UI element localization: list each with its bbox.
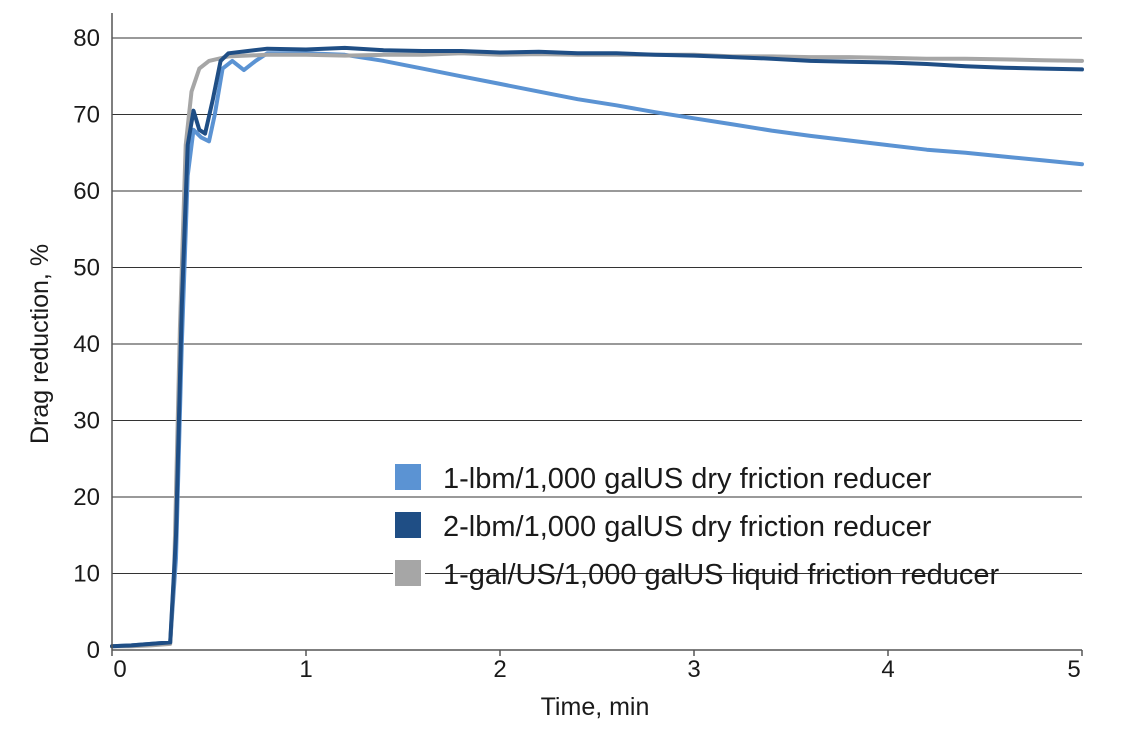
x-tick-label: 4 xyxy=(881,656,894,683)
legend-swatch-3 xyxy=(395,560,421,586)
y-tick-label: 10 xyxy=(73,561,100,588)
legend-swatch-2 xyxy=(395,512,421,538)
series-line-3 xyxy=(110,51,1084,649)
series-line-2 xyxy=(110,45,1084,649)
series-lines xyxy=(110,45,1084,649)
legend-label-3: 1-gal/US/1,000 galUS liquid friction red… xyxy=(443,559,999,591)
y-axis-title: Drag reduction, % xyxy=(26,244,54,444)
y-tick-label: 80 xyxy=(73,25,100,52)
legend: 1-lbm/1,000 galUS dry friction reducer 2-… xyxy=(393,462,999,591)
legend-label-2: 2-lbm/1,000 galUS dry friction reducer xyxy=(443,511,932,543)
series-line-1 xyxy=(110,51,1084,649)
x-axis-title: Time, min xyxy=(541,693,650,721)
y-tick-label: 30 xyxy=(73,408,100,435)
x-tick-label: 0 xyxy=(113,656,126,683)
y-tick-label: 0 xyxy=(87,637,100,664)
y-tick-label: 50 xyxy=(73,255,100,282)
y-tick-label: 40 xyxy=(73,331,100,358)
y-tick-label: 20 xyxy=(73,484,100,511)
axes xyxy=(111,13,1082,651)
y-tick-label: 60 xyxy=(73,178,100,205)
x-tick-label: 3 xyxy=(687,656,700,683)
tick-labels: 0 10 20 30 40 50 60 70 80 0 1 2 3 4 5 xyxy=(73,25,1083,683)
legend-swatch-1 xyxy=(395,464,421,490)
x-tick-label: 5 xyxy=(1067,656,1080,683)
gridlines xyxy=(112,37,1082,574)
legend-label-1: 1-lbm/1,000 galUS dry friction reducer xyxy=(443,463,932,495)
x-tick-label: 2 xyxy=(493,656,506,683)
x-tick-label: 1 xyxy=(299,656,312,683)
y-tick-label: 70 xyxy=(73,102,100,129)
